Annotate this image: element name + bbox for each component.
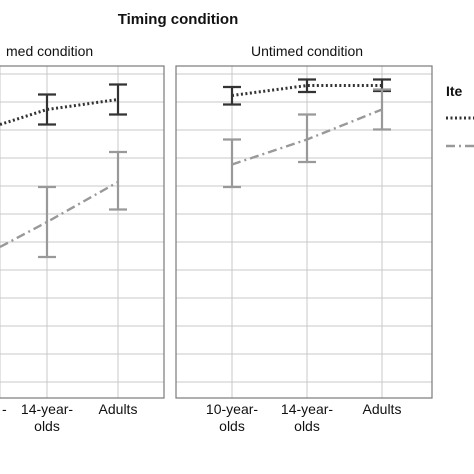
x-tick-label: Adults xyxy=(363,401,402,417)
panel-2: 10-year-olds 14-year-olds Adults xyxy=(175,65,433,434)
panel-1-gridlines xyxy=(0,66,164,398)
panel-2-frame xyxy=(175,65,433,399)
x-tick-label: 10-year-olds xyxy=(206,401,258,434)
panel-1-frame xyxy=(0,65,165,399)
legend xyxy=(446,116,474,148)
panel-2-series-2 xyxy=(223,88,391,189)
x-tick-label-clipped: - xyxy=(2,401,7,417)
panel-1: 14-year-olds Adults xyxy=(0,65,165,434)
panel-1-title: med condition xyxy=(6,43,93,59)
legend-title: Ite xyxy=(446,83,463,99)
chart-title: Timing condition xyxy=(118,11,239,28)
panels-layer: 14-year-olds Adults 10-year-olds 14-year-ol… xyxy=(0,65,433,434)
panel-1-series-1 xyxy=(0,83,127,126)
x-tick-label: Adults xyxy=(99,401,138,417)
x-tick-label: 14-year-olds xyxy=(21,401,73,434)
panel-2-title: Untimed condition xyxy=(251,43,363,59)
x-tick-label: 14-year-olds xyxy=(281,401,333,434)
panel-1-series-2 xyxy=(0,150,127,259)
